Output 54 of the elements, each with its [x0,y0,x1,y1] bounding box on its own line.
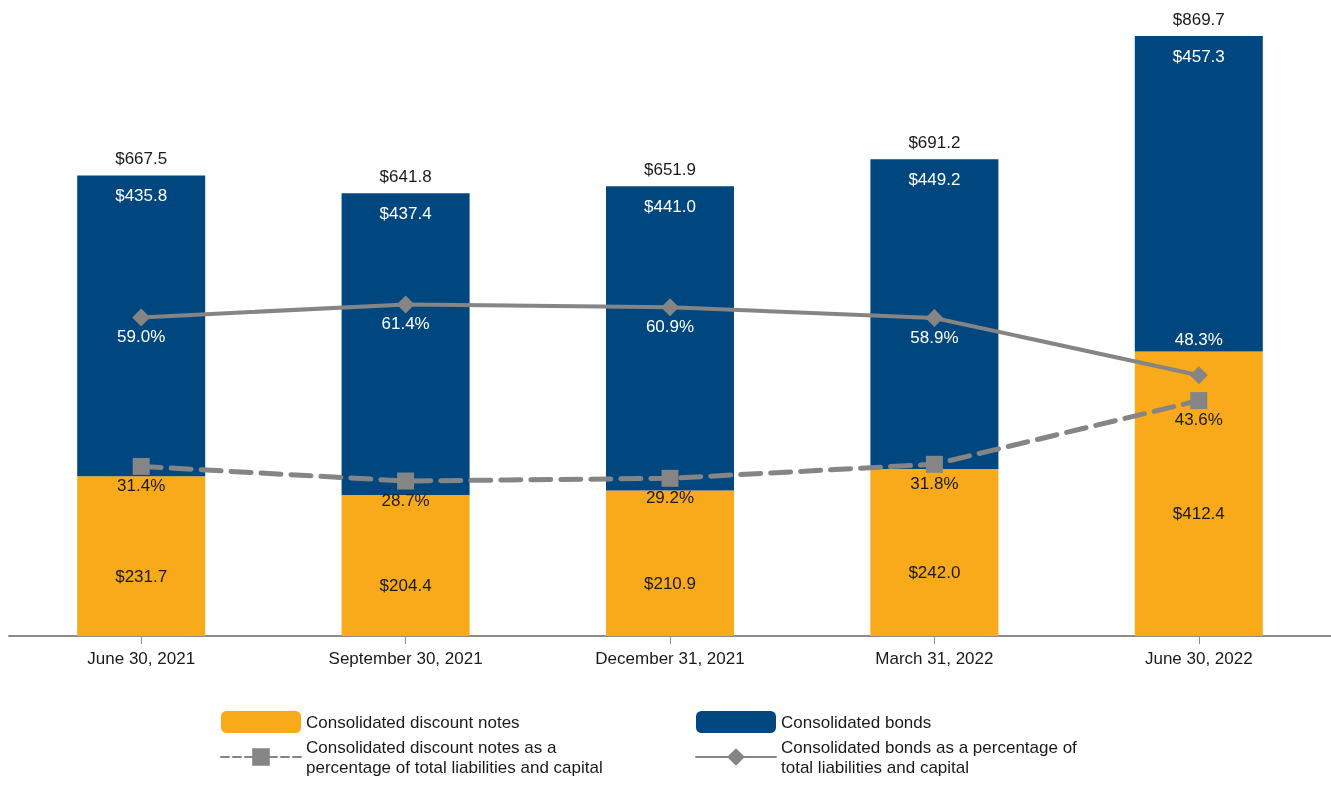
data-label: $204.4 [379,575,432,595]
point [396,295,415,314]
data-label: $449.2 [908,170,961,190]
data-label: $210.9 [644,573,696,593]
legend-label: Consolidated bonds [781,712,932,732]
legend-label: Consolidated discount notes as a percentage of total liabilities and capital [306,737,603,777]
bar [77,476,206,636]
data-label: $242.0 [908,563,961,583]
data-label: $441.0 [644,197,696,217]
data-label: 48.3% [1174,330,1223,350]
data-label: 61.4% [381,314,430,334]
point [397,472,415,490]
x-tick-label: June 30, 2022 [1144,649,1253,668]
bar [1134,351,1263,636]
point [925,455,943,473]
point [925,308,944,327]
data-label: $231.7 [115,566,168,586]
bar [606,490,734,636]
x-tick-label: June 30, 2021 [87,649,196,668]
x-tick-label: December 31, 2021 [595,649,745,668]
total-label: $869.7 [1172,10,1225,29]
point [1189,366,1208,385]
total-label: $651.9 [644,160,696,180]
point [132,308,151,327]
data-label: 59.0% [117,327,166,347]
bar [341,494,470,636]
data-label: $435.8 [115,186,168,206]
total-label: $667.5 [115,149,168,169]
legend-label: Consolidated discount notes [306,712,520,732]
data-label: 28.7% [381,490,430,510]
bar [870,469,999,636]
data-label: 43.6% [1174,410,1223,430]
point [661,469,679,487]
data-label: 31.8% [910,473,959,493]
total-label: $641.8 [379,167,432,187]
bar [341,193,470,495]
legend-label: Consolidated bonds as a percentage of total liabilities and capital [781,737,1082,777]
data-label: 58.9% [910,327,959,347]
bar [606,186,734,491]
data-label: $412.4 [1172,504,1225,524]
bar [870,159,999,470]
total-label: $691.2 [908,133,961,153]
point [132,457,150,475]
point [661,298,679,317]
bar [1134,36,1263,352]
bar [77,175,206,477]
data-label: 31.4% [117,475,166,495]
data-label: 60.9% [645,317,695,337]
x-tick-label: September 30, 2021 [328,649,483,668]
x-tick-label: March 31, 2022 [875,649,994,668]
point [1190,392,1208,410]
data-label: 29.2% [645,487,695,507]
data-label: $437.4 [379,204,432,224]
data-label: $457.3 [1172,47,1225,66]
